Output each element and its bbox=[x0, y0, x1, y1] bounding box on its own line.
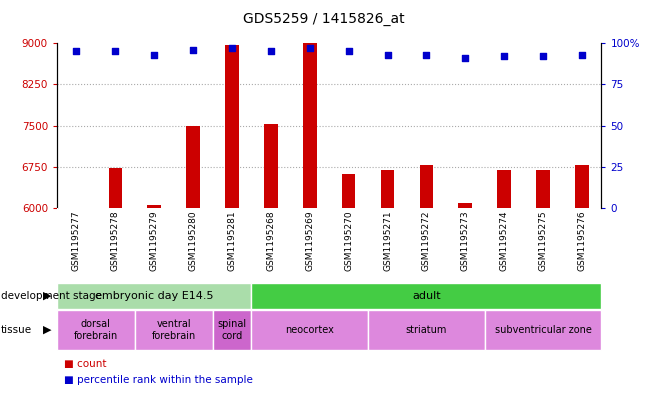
Point bbox=[227, 45, 237, 51]
Point bbox=[499, 53, 509, 60]
Text: GSM1195278: GSM1195278 bbox=[111, 211, 120, 271]
Point bbox=[266, 48, 276, 55]
Point bbox=[110, 48, 121, 55]
Text: striatum: striatum bbox=[406, 325, 447, 335]
Bar bbox=[575, 165, 588, 208]
Bar bbox=[485, 310, 601, 350]
Text: GSM1195281: GSM1195281 bbox=[227, 211, 237, 271]
Bar bbox=[342, 174, 356, 208]
Text: GSM1195279: GSM1195279 bbox=[150, 211, 159, 271]
Point bbox=[538, 53, 548, 60]
Text: ■ percentile rank within the sample: ■ percentile rank within the sample bbox=[64, 375, 252, 385]
Point bbox=[577, 51, 587, 58]
Text: ▶: ▶ bbox=[43, 325, 52, 335]
Text: ■ count: ■ count bbox=[64, 358, 106, 369]
Point bbox=[149, 51, 159, 58]
Text: neocortex: neocortex bbox=[285, 325, 334, 335]
Point bbox=[343, 48, 354, 55]
Text: dorsal
forebrain: dorsal forebrain bbox=[74, 320, 118, 341]
Text: GSM1195277: GSM1195277 bbox=[72, 211, 81, 271]
Point bbox=[460, 55, 470, 61]
Text: GDS5259 / 1415826_at: GDS5259 / 1415826_at bbox=[243, 12, 405, 26]
Bar bbox=[420, 165, 433, 208]
Text: GSM1195268: GSM1195268 bbox=[266, 211, 275, 271]
Bar bbox=[135, 310, 213, 350]
Text: GSM1195272: GSM1195272 bbox=[422, 211, 431, 271]
Text: GSM1195271: GSM1195271 bbox=[383, 211, 392, 271]
Bar bbox=[187, 126, 200, 208]
Text: development stage: development stage bbox=[1, 291, 102, 301]
Text: adult: adult bbox=[412, 291, 441, 301]
Point bbox=[421, 51, 432, 58]
Point bbox=[382, 51, 393, 58]
Text: embryonic day E14.5: embryonic day E14.5 bbox=[95, 291, 213, 301]
Bar bbox=[108, 167, 122, 208]
Bar bbox=[537, 170, 550, 208]
Text: spinal
cord: spinal cord bbox=[218, 320, 246, 341]
Text: GSM1195270: GSM1195270 bbox=[344, 211, 353, 271]
Point bbox=[188, 47, 198, 53]
Bar bbox=[57, 283, 251, 309]
Bar bbox=[368, 310, 485, 350]
Text: GSM1195273: GSM1195273 bbox=[461, 211, 470, 271]
Bar bbox=[381, 170, 394, 208]
Text: GSM1195269: GSM1195269 bbox=[305, 211, 314, 271]
Text: ventral
forebrain: ventral forebrain bbox=[152, 320, 196, 341]
Bar bbox=[458, 203, 472, 208]
Bar bbox=[213, 310, 251, 350]
Bar bbox=[498, 170, 511, 208]
Bar bbox=[264, 124, 277, 208]
Bar bbox=[303, 0, 316, 208]
Text: GSM1195280: GSM1195280 bbox=[189, 211, 198, 271]
Point bbox=[71, 48, 82, 55]
Bar bbox=[147, 205, 161, 208]
Bar bbox=[251, 283, 601, 309]
Text: ▶: ▶ bbox=[43, 291, 52, 301]
Bar bbox=[226, 46, 238, 208]
Text: GSM1195276: GSM1195276 bbox=[577, 211, 586, 271]
Text: GSM1195275: GSM1195275 bbox=[538, 211, 548, 271]
Text: subventricular zone: subventricular zone bbox=[494, 325, 592, 335]
Bar bbox=[251, 310, 368, 350]
Text: GSM1195274: GSM1195274 bbox=[500, 211, 509, 271]
Point bbox=[305, 45, 315, 51]
Bar bbox=[57, 310, 135, 350]
Text: tissue: tissue bbox=[1, 325, 32, 335]
